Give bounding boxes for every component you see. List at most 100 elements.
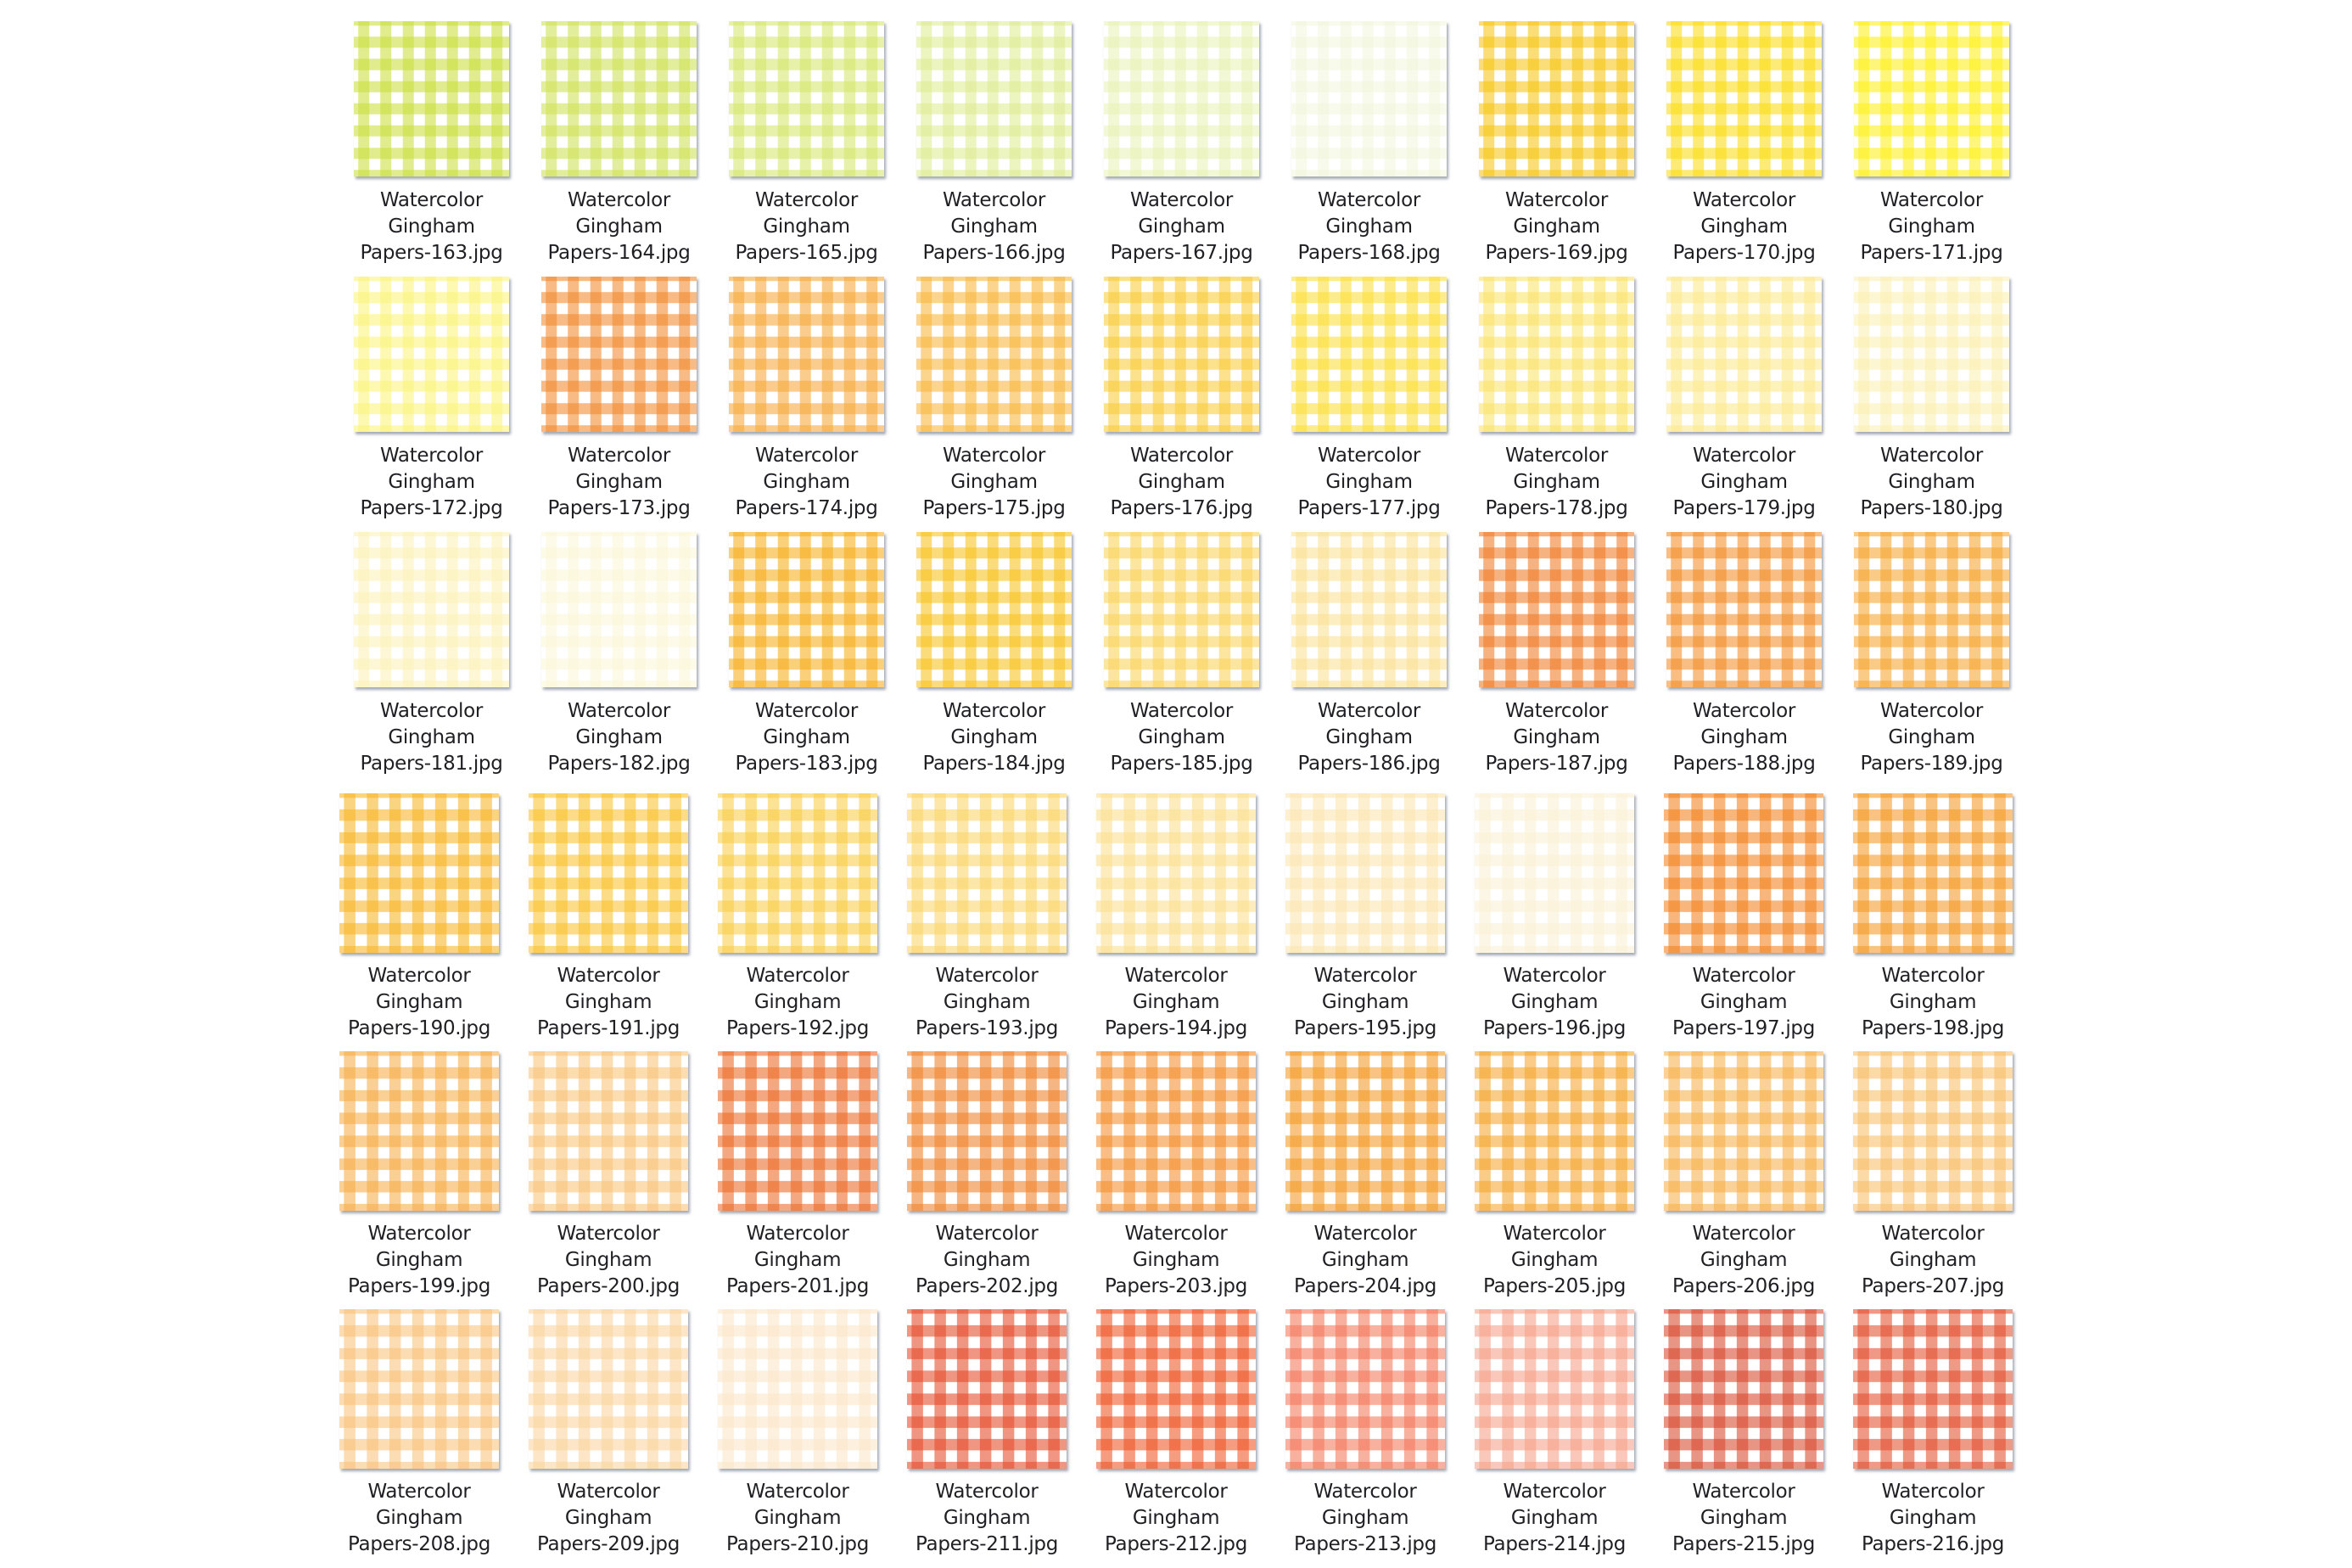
gingham-thumbnail-image[interactable]	[1285, 1309, 1445, 1469]
gingham-thumbnail-image[interactable]	[1475, 793, 1634, 953]
file-item[interactable]: Watercolor Gingham Papers-207.jpg	[1853, 1051, 2013, 1302]
file-item[interactable]: Watercolor Gingham Papers-211.jpg	[907, 1309, 1067, 1560]
gingham-thumbnail-image[interactable]	[1854, 21, 2009, 176]
file-item[interactable]: Watercolor Gingham Papers-198.jpg	[1853, 793, 2013, 1044]
file-item[interactable]: Watercolor Gingham Papers-199.jpg	[339, 1051, 499, 1302]
file-item[interactable]: Watercolor Gingham Papers-170.jpg	[1666, 21, 1822, 268]
file-item[interactable]: Watercolor Gingham Papers-190.jpg	[339, 793, 499, 1044]
file-item[interactable]: Watercolor Gingham Papers-183.jpg	[729, 532, 884, 779]
file-item[interactable]: Watercolor Gingham Papers-188.jpg	[1666, 532, 1822, 779]
gingham-thumbnail-image[interactable]	[354, 277, 509, 432]
file-item[interactable]: Watercolor Gingham Papers-173.jpg	[541, 277, 697, 524]
gingham-thumbnail-image[interactable]	[907, 1309, 1067, 1469]
file-item[interactable]: Watercolor Gingham Papers-177.jpg	[1291, 277, 1447, 524]
file-item[interactable]: Watercolor Gingham Papers-187.jpg	[1479, 532, 1634, 779]
gingham-thumbnail-image[interactable]	[339, 793, 499, 953]
gingham-thumbnail-image[interactable]	[916, 532, 1072, 687]
gingham-thumbnail-image[interactable]	[1854, 277, 2009, 432]
file-item[interactable]: Watercolor Gingham Papers-164.jpg	[541, 21, 697, 268]
file-item[interactable]: Watercolor Gingham Papers-215.jpg	[1664, 1309, 1823, 1560]
file-item[interactable]: Watercolor Gingham Papers-203.jpg	[1096, 1051, 1256, 1302]
gingham-thumbnail-image[interactable]	[1104, 21, 1259, 176]
gingham-thumbnail-image[interactable]	[729, 21, 884, 176]
file-item[interactable]: Watercolor Gingham Papers-213.jpg	[1285, 1309, 1445, 1560]
file-item[interactable]: Watercolor Gingham Papers-180.jpg	[1854, 277, 2009, 524]
file-item[interactable]: Watercolor Gingham Papers-196.jpg	[1475, 793, 1634, 1044]
file-item[interactable]: Watercolor Gingham Papers-192.jpg	[718, 793, 877, 1044]
file-item[interactable]: Watercolor Gingham Papers-201.jpg	[718, 1051, 877, 1302]
gingham-thumbnail-image[interactable]	[1854, 532, 2009, 687]
gingham-thumbnail-image[interactable]	[1291, 532, 1447, 687]
gingham-thumbnail-image[interactable]	[729, 532, 884, 687]
file-item[interactable]: Watercolor Gingham Papers-209.jpg	[529, 1309, 688, 1560]
gingham-thumbnail-image[interactable]	[916, 21, 1072, 176]
file-item[interactable]: Watercolor Gingham Papers-176.jpg	[1104, 277, 1259, 524]
file-item[interactable]: Watercolor Gingham Papers-197.jpg	[1664, 793, 1823, 1044]
gingham-thumbnail-image[interactable]	[1853, 793, 2013, 953]
file-item[interactable]: Watercolor Gingham Papers-189.jpg	[1854, 532, 2009, 779]
file-item[interactable]: Watercolor Gingham Papers-171.jpg	[1854, 21, 2009, 268]
gingham-thumbnail-image[interactable]	[541, 277, 697, 432]
file-item[interactable]: Watercolor Gingham Papers-184.jpg	[916, 532, 1072, 779]
file-item[interactable]: Watercolor Gingham Papers-212.jpg	[1096, 1309, 1256, 1560]
gingham-thumbnail-image[interactable]	[1096, 1309, 1256, 1469]
gingham-thumbnail-image[interactable]	[1479, 277, 1634, 432]
file-item[interactable]: Watercolor Gingham Papers-175.jpg	[916, 277, 1072, 524]
file-item[interactable]: Watercolor Gingham Papers-195.jpg	[1285, 793, 1445, 1044]
gingham-thumbnail-image[interactable]	[339, 1309, 499, 1469]
file-item[interactable]: Watercolor Gingham Papers-210.jpg	[718, 1309, 877, 1560]
file-item[interactable]: Watercolor Gingham Papers-186.jpg	[1291, 532, 1447, 779]
gingham-thumbnail-image[interactable]	[1291, 277, 1447, 432]
file-item[interactable]: Watercolor Gingham Papers-193.jpg	[907, 793, 1067, 1044]
file-item[interactable]: Watercolor Gingham Papers-163.jpg	[354, 21, 509, 268]
file-item[interactable]: Watercolor Gingham Papers-181.jpg	[354, 532, 509, 779]
gingham-thumbnail-image[interactable]	[1664, 1051, 1823, 1211]
gingham-thumbnail-image[interactable]	[529, 793, 688, 953]
file-item[interactable]: Watercolor Gingham Papers-166.jpg	[916, 21, 1072, 268]
gingham-thumbnail-image[interactable]	[1664, 1309, 1823, 1469]
gingham-thumbnail-image[interactable]	[541, 532, 697, 687]
file-item[interactable]: Watercolor Gingham Papers-168.jpg	[1291, 21, 1447, 268]
gingham-thumbnail-image[interactable]	[1853, 1309, 2013, 1469]
file-item[interactable]: Watercolor Gingham Papers-179.jpg	[1666, 277, 1822, 524]
gingham-thumbnail-image[interactable]	[1666, 532, 1822, 687]
gingham-thumbnail-image[interactable]	[718, 1051, 877, 1211]
file-item[interactable]: Watercolor Gingham Papers-214.jpg	[1475, 1309, 1634, 1560]
gingham-thumbnail-image[interactable]	[541, 21, 697, 176]
gingham-thumbnail-image[interactable]	[729, 277, 884, 432]
gingham-thumbnail-image[interactable]	[1104, 532, 1259, 687]
gingham-thumbnail-image[interactable]	[1291, 21, 1447, 176]
gingham-thumbnail-image[interactable]	[718, 793, 877, 953]
file-item[interactable]: Watercolor Gingham Papers-178.jpg	[1479, 277, 1634, 524]
gingham-thumbnail-image[interactable]	[1285, 793, 1445, 953]
file-item[interactable]: Watercolor Gingham Papers-200.jpg	[529, 1051, 688, 1302]
gingham-thumbnail-image[interactable]	[1666, 277, 1822, 432]
gingham-thumbnail-image[interactable]	[529, 1309, 688, 1469]
gingham-thumbnail-image[interactable]	[1479, 21, 1634, 176]
gingham-thumbnail-image[interactable]	[1853, 1051, 2013, 1211]
file-item[interactable]: Watercolor Gingham Papers-167.jpg	[1104, 21, 1259, 268]
file-item[interactable]: Watercolor Gingham Papers-194.jpg	[1096, 793, 1256, 1044]
gingham-thumbnail-image[interactable]	[1475, 1051, 1634, 1211]
gingham-thumbnail-image[interactable]	[1475, 1309, 1634, 1469]
file-item[interactable]: Watercolor Gingham Papers-204.jpg	[1285, 1051, 1445, 1302]
gingham-thumbnail-image[interactable]	[916, 277, 1072, 432]
gingham-thumbnail-image[interactable]	[1479, 532, 1634, 687]
gingham-thumbnail-image[interactable]	[1664, 793, 1823, 953]
file-item[interactable]: Watercolor Gingham Papers-182.jpg	[541, 532, 697, 779]
gingham-thumbnail-image[interactable]	[529, 1051, 688, 1211]
gingham-thumbnail-image[interactable]	[354, 21, 509, 176]
file-item[interactable]: Watercolor Gingham Papers-216.jpg	[1853, 1309, 2013, 1560]
file-item[interactable]: Watercolor Gingham Papers-185.jpg	[1104, 532, 1259, 779]
file-item[interactable]: Watercolor Gingham Papers-172.jpg	[354, 277, 509, 524]
gingham-thumbnail-image[interactable]	[1285, 1051, 1445, 1211]
file-item[interactable]: Watercolor Gingham Papers-174.jpg	[729, 277, 884, 524]
file-item[interactable]: Watercolor Gingham Papers-205.jpg	[1475, 1051, 1634, 1302]
file-item[interactable]: Watercolor Gingham Papers-208.jpg	[339, 1309, 499, 1560]
gingham-thumbnail-image[interactable]	[907, 1051, 1067, 1211]
file-item[interactable]: Watercolor Gingham Papers-165.jpg	[729, 21, 884, 268]
file-item[interactable]: Watercolor Gingham Papers-191.jpg	[529, 793, 688, 1044]
file-item[interactable]: Watercolor Gingham Papers-206.jpg	[1664, 1051, 1823, 1302]
gingham-thumbnail-image[interactable]	[339, 1051, 499, 1211]
gingham-thumbnail-image[interactable]	[907, 793, 1067, 953]
